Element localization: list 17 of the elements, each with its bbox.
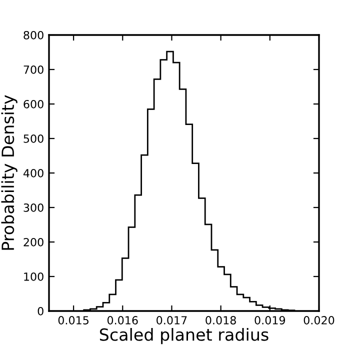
x-tick-label: 0.015 [58, 316, 88, 324]
y-tick-label: 0 [38, 306, 44, 316]
y-tick-label: 500 [24, 134, 44, 143]
x-tick-label: 0.016 [107, 316, 138, 324]
x-tick-label: 0.020 [304, 316, 334, 324]
y-tick-label: 800 [24, 30, 44, 40]
y-tick-label: 400 [23, 168, 44, 178]
x-tick-label: 0.018 [206, 316, 236, 324]
y-tick-label: 200 [24, 238, 44, 246]
y-tick-label: 700 [24, 65, 44, 74]
y-axis-title: Probability Density [1, 95, 18, 250]
x-tick-label: 0.017 [156, 316, 187, 324]
y-tick-label: 300 [24, 203, 44, 212]
y-tick-label: 100 [24, 272, 44, 281]
x-tick-label: 0.019 [254, 316, 286, 324]
x-axis-title: Scaled planet radius [100, 328, 268, 344]
y-tick-label: 600 [24, 100, 44, 108]
